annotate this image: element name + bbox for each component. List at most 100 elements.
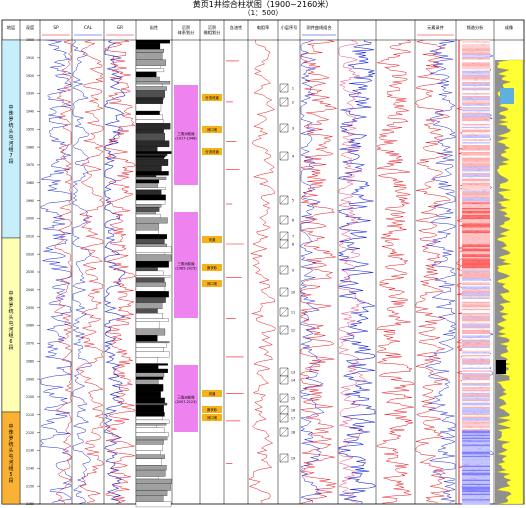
spectrum-stripe bbox=[462, 59, 490, 61]
spectrum-stripe bbox=[462, 168, 490, 171]
spectrum-stripe bbox=[462, 357, 490, 360]
spectrum-stripe bbox=[462, 315, 490, 318]
spectrum-stripe bbox=[462, 271, 490, 273]
spectrum-stripe bbox=[462, 388, 490, 390]
layer-box-diagonal bbox=[279, 367, 289, 377]
spectrum-stripe bbox=[462, 303, 490, 305]
lith-bed bbox=[135, 376, 164, 380]
spectrum-stripe bbox=[462, 301, 490, 304]
spectrum-stripe bbox=[462, 432, 490, 434]
lith-bed bbox=[135, 277, 165, 283]
spectrum-stripe bbox=[462, 90, 490, 92]
spectrum-stripe bbox=[462, 160, 490, 162]
spectrum-stripe bbox=[462, 196, 490, 199]
spectrum-stripe bbox=[462, 82, 490, 84]
spectrum-stripe bbox=[462, 215, 490, 217]
lith-bed bbox=[135, 308, 158, 314]
spectrum-stripe bbox=[462, 317, 490, 319]
spectrum-stripe bbox=[462, 345, 490, 347]
depth-tick-label: 2050 bbox=[26, 306, 34, 310]
spectrum-stripe bbox=[462, 486, 490, 488]
lith-bed bbox=[135, 372, 165, 378]
spectrum-stripe bbox=[462, 429, 490, 431]
depth-tick-label: 2080 bbox=[26, 359, 34, 363]
lith-bed bbox=[135, 119, 164, 124]
spectrum-stripe bbox=[462, 290, 490, 292]
lith-bed bbox=[135, 59, 166, 66]
lith-bed bbox=[135, 282, 166, 287]
spectrum-stripe bbox=[462, 321, 490, 323]
spectrum-stripe bbox=[462, 500, 490, 502]
spectrum-stripe bbox=[462, 308, 490, 311]
spectrum-stripe bbox=[462, 376, 490, 378]
layer-box-diagonal bbox=[279, 393, 289, 403]
header-layer: 小层序号 bbox=[281, 24, 298, 31]
spectrum-stripe bbox=[462, 278, 490, 280]
spectrum-stripe bbox=[462, 440, 490, 442]
layer-number: 3 bbox=[292, 126, 294, 130]
spectrum-stripe bbox=[462, 234, 490, 236]
lith-bed bbox=[135, 357, 158, 364]
spectrum-stripe bbox=[462, 474, 490, 476]
spectrum-stripe bbox=[462, 217, 490, 220]
spectrum-stripe bbox=[462, 492, 490, 494]
layer-box-diagonal bbox=[279, 405, 289, 415]
lith-bed bbox=[135, 211, 156, 215]
depth-tick-label: 2150 bbox=[26, 484, 34, 488]
lith-bed bbox=[135, 483, 171, 491]
spectrum-stripe bbox=[462, 236, 490, 238]
lith-bed bbox=[135, 189, 162, 195]
lith-bed bbox=[135, 43, 161, 50]
spectrum-stripe bbox=[462, 126, 490, 129]
lith-bed bbox=[135, 419, 170, 424]
spectrum-stripe bbox=[462, 450, 490, 452]
lith-bed bbox=[135, 140, 170, 148]
lith-bed bbox=[135, 270, 164, 276]
facies-label: 河道 bbox=[209, 237, 216, 242]
spectrum-stripe bbox=[462, 194, 490, 196]
spectrum-stripe bbox=[462, 395, 490, 397]
lith-bed bbox=[135, 234, 168, 240]
lith-bed bbox=[135, 465, 167, 471]
spectrum-stripe bbox=[462, 366, 490, 368]
spectrum-stripe bbox=[462, 49, 490, 52]
facies-label: 席状砂 bbox=[207, 407, 218, 412]
sequence-column: 三角洲前缘(1917-1946) 三角洲前缘(1985-2025) 三角洲前缘(20… bbox=[174, 85, 198, 432]
formation-label: 中侏罗统头屯河组 6 段 bbox=[8, 290, 13, 351]
formation-label: 中侏罗统头屯河组 7 段 bbox=[8, 104, 13, 165]
spectrum-stripe bbox=[462, 497, 490, 500]
spectrum-stripe bbox=[462, 367, 490, 369]
spectrum-stripe bbox=[462, 461, 490, 463]
lith-bed bbox=[135, 365, 159, 370]
lith-bed bbox=[135, 103, 162, 112]
lith-bed bbox=[135, 97, 164, 100]
spectrum-stripe bbox=[462, 159, 490, 161]
depth-tick-label: 2030 bbox=[26, 270, 34, 274]
spectrum-stripe bbox=[462, 369, 490, 371]
curve-red bbox=[53, 39, 72, 505]
spectrum-stripe bbox=[462, 61, 490, 63]
spectrum-stripe bbox=[462, 192, 490, 194]
spectrum-stripe bbox=[462, 70, 490, 73]
spectrum-stripe bbox=[462, 167, 490, 169]
spectrum-stripe bbox=[462, 149, 490, 151]
spectrum-stripe bbox=[462, 54, 490, 56]
layer-box-diagonal bbox=[279, 427, 289, 437]
spectrum-stripe bbox=[462, 412, 490, 414]
facies-box bbox=[202, 126, 222, 133]
lith-bed bbox=[135, 432, 169, 437]
spectrum-stripe bbox=[462, 261, 490, 263]
curve-blue bbox=[72, 39, 92, 505]
spectrum-stripe bbox=[462, 136, 490, 138]
layer-number: 6 bbox=[292, 218, 294, 222]
spectrum-stripe bbox=[462, 226, 490, 228]
spectrum-stripe bbox=[462, 128, 490, 130]
layer-number: 13 bbox=[291, 370, 295, 374]
spectrum-stripe bbox=[462, 334, 490, 336]
spectrum-stripe bbox=[462, 364, 490, 367]
lith-bed bbox=[135, 478, 172, 484]
spectrum-stripe bbox=[462, 143, 490, 145]
spectrum-stripe bbox=[462, 371, 490, 374]
header-formation: 地层 bbox=[7, 24, 15, 31]
depth-tick-label: 1920 bbox=[26, 74, 34, 78]
